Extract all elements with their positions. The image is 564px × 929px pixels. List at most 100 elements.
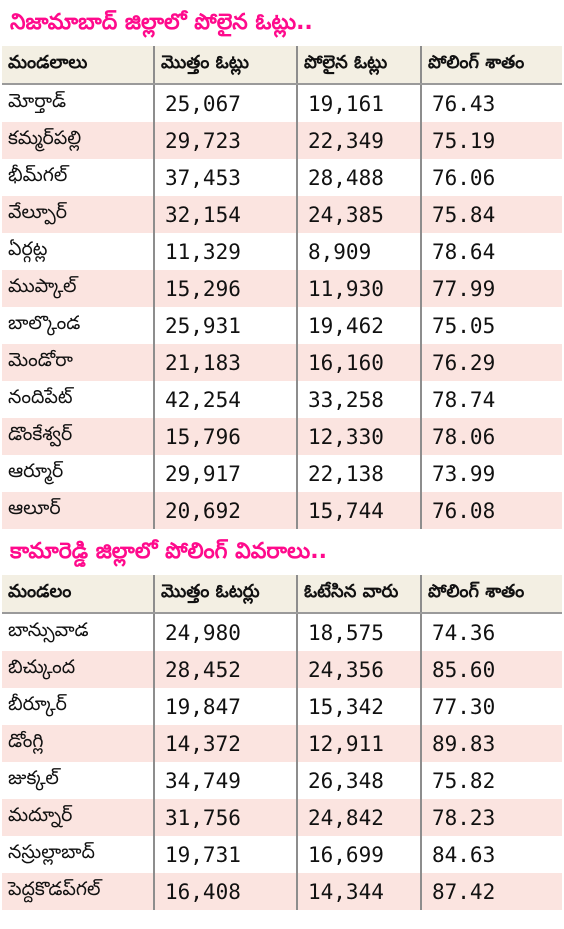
- polling-percent-cell: 76.29: [420, 344, 562, 381]
- total-votes-cell: 34,749: [153, 762, 297, 799]
- total-votes-cell: 19,847: [153, 688, 297, 725]
- table-row: నందిపేట్ 42,254 33,258 78.74: [2, 381, 562, 418]
- column-header-polling-percent: పోలింగ్ శాతం: [420, 575, 562, 614]
- column-header-mandal: మండలాలు: [2, 46, 154, 85]
- kamareddy-table: మండలం మొత్తం ఓటర్లు ఓటేసిన వారు పోలింగ్ …: [2, 575, 562, 910]
- polled-votes-cell: 19,161: [296, 84, 421, 122]
- kamareddy-section: కామారెడ్డి జిల్లాలో పోలింగ్ వివరాలు.. మం…: [2, 529, 562, 910]
- column-header-total-voters: మొత్తం ఓటర్లు: [153, 575, 297, 614]
- column-header-polling-percent: పోలింగ్ శాతం: [420, 46, 562, 85]
- polled-votes-cell: 26,348: [296, 762, 421, 799]
- polling-percent-cell: 76.08: [420, 492, 562, 529]
- table-row: నస్రుల్లాబాద్ 19,731 16,699 84.63: [2, 836, 562, 873]
- polling-percent-cell: 76.06: [420, 159, 562, 196]
- total-votes-cell: 29,917: [153, 455, 297, 492]
- total-votes-cell: 11,329: [153, 233, 297, 270]
- mandal-name-cell: డోంగ్లి: [2, 725, 154, 762]
- polled-votes-cell: 24,356: [296, 651, 421, 688]
- polling-percent-cell: 78.74: [420, 381, 562, 418]
- total-votes-cell: 37,453: [153, 159, 297, 196]
- column-header-mandal: మండలం: [2, 575, 154, 614]
- polling-percent-cell: 74.36: [420, 613, 562, 651]
- polling-percent-cell: 77.99: [420, 270, 562, 307]
- total-votes-cell: 20,692: [153, 492, 297, 529]
- table-header-row: మండలాలు మొత్తం ఓట్లు పోలైన ఓట్లు పోలింగ్…: [2, 46, 562, 85]
- polling-percent-cell: 84.63: [420, 836, 562, 873]
- mandal-name-cell: బాల్కొండ: [2, 307, 154, 344]
- table-row: ముప్కాల్ 15,296 11,930 77.99: [2, 270, 562, 307]
- mandal-name-cell: ఆలూర్: [2, 492, 154, 529]
- table-row: జుక్కల్ 34,749 26,348 75.82: [2, 762, 562, 799]
- table-row: బాల్కొండ 25,931 19,462 75.05: [2, 307, 562, 344]
- mandal-name-cell: జుక్కల్: [2, 762, 154, 799]
- total-votes-cell: 32,154: [153, 196, 297, 233]
- table-row: ఆర్మూర్ 29,917 22,138 73.99: [2, 455, 562, 492]
- polling-percent-cell: 77.30: [420, 688, 562, 725]
- mandal-name-cell: మద్నూర్: [2, 799, 154, 836]
- mandal-name-cell: ఆర్మూర్: [2, 455, 154, 492]
- mandal-name-cell: బాన్సువాడ: [2, 613, 154, 651]
- polling-percent-cell: 75.05: [420, 307, 562, 344]
- total-votes-cell: 15,296: [153, 270, 297, 307]
- column-header-total-votes: మొత్తం ఓట్లు: [153, 46, 297, 85]
- polled-votes-cell: 33,258: [296, 381, 421, 418]
- table-row: కమ్మర్‌పల్లి 29,723 22,349 75.19: [2, 122, 562, 159]
- polling-percent-cell: 78.06: [420, 418, 562, 455]
- nizamabad-title: నిజామాబాద్ జిల్లాలో పోలైన ఓట్లు..: [10, 10, 313, 35]
- column-header-polled-votes: పోలైన ఓట్లు: [296, 46, 421, 85]
- table-row: బీర్కూర్ 19,847 15,342 77.30: [2, 688, 562, 725]
- polled-votes-cell: 24,842: [296, 799, 421, 836]
- total-votes-cell: 15,796: [153, 418, 297, 455]
- mandal-name-cell: బీర్కూర్: [2, 688, 154, 725]
- table-row: మెండోరా 21,183 16,160 76.29: [2, 344, 562, 381]
- table-row: భీమ్‌గల్ 37,453 28,488 76.06: [2, 159, 562, 196]
- mandal-name-cell: మెండోరా: [2, 344, 154, 381]
- table-row: మోర్తాడ్ 25,067 19,161 76.43: [2, 84, 562, 122]
- polled-votes-cell: 11,930: [296, 270, 421, 307]
- column-header-voted: ఓటేసిన వారు: [296, 575, 421, 614]
- total-votes-cell: 29,723: [153, 122, 297, 159]
- polled-votes-cell: 14,344: [296, 873, 421, 910]
- table-row: బిచ్కుంద 28,452 24,356 85.60: [2, 651, 562, 688]
- mandal-name-cell: డొంకేశ్వర్: [2, 418, 154, 455]
- table-row: బాన్సువాడ 24,980 18,575 74.36: [2, 613, 562, 651]
- polling-percent-cell: 87.42: [420, 873, 562, 910]
- total-votes-cell: 19,731: [153, 836, 297, 873]
- mandal-name-cell: మోర్తాడ్: [2, 84, 154, 122]
- table-row: మద్నూర్ 31,756 24,842 78.23: [2, 799, 562, 836]
- total-votes-cell: 31,756: [153, 799, 297, 836]
- total-votes-cell: 25,931: [153, 307, 297, 344]
- polling-percent-cell: 78.23: [420, 799, 562, 836]
- table-header-row: మండలం మొత్తం ఓటర్లు ఓటేసిన వారు పోలింగ్ …: [2, 575, 562, 614]
- kamareddy-title: కామారెడ్డి జిల్లాలో పోలింగ్ వివరాలు..: [10, 539, 327, 564]
- mandal-name-cell: ఏర్గట్ల: [2, 233, 154, 270]
- mandal-name-cell: నస్రుల్లాబాద్: [2, 836, 154, 873]
- total-votes-cell: 24,980: [153, 613, 297, 651]
- total-votes-cell: 21,183: [153, 344, 297, 381]
- polling-percent-cell: 75.84: [420, 196, 562, 233]
- polled-votes-cell: 22,349: [296, 122, 421, 159]
- table-row: ఆలూర్ 20,692 15,744 76.08: [2, 492, 562, 529]
- nizamabad-table: మండలాలు మొత్తం ఓట్లు పోలైన ఓట్లు పోలింగ్…: [2, 46, 562, 529]
- mandal-name-cell: నందిపేట్: [2, 381, 154, 418]
- polled-votes-cell: 8,909: [296, 233, 421, 270]
- polled-votes-cell: 16,699: [296, 836, 421, 873]
- polling-percent-cell: 85.60: [420, 651, 562, 688]
- polled-votes-cell: 18,575: [296, 613, 421, 651]
- total-votes-cell: 16,408: [153, 873, 297, 910]
- polled-votes-cell: 12,911: [296, 725, 421, 762]
- total-votes-cell: 42,254: [153, 381, 297, 418]
- polled-votes-cell: 19,462: [296, 307, 421, 344]
- mandal-name-cell: పెద్దకొడప్‌గల్: [2, 873, 154, 910]
- polled-votes-cell: 15,342: [296, 688, 421, 725]
- polled-votes-cell: 12,330: [296, 418, 421, 455]
- polled-votes-cell: 28,488: [296, 159, 421, 196]
- polled-votes-cell: 24,385: [296, 196, 421, 233]
- mandal-name-cell: భీమ్‌గల్: [2, 159, 154, 196]
- table-row: డొంకేశ్వర్ 15,796 12,330 78.06: [2, 418, 562, 455]
- table-row: డోంగ్లి 14,372 12,911 89.83: [2, 725, 562, 762]
- mandal-name-cell: ముప్కాల్: [2, 270, 154, 307]
- mandal-name-cell: బిచ్కుంద: [2, 651, 154, 688]
- table-row: వేల్పూర్ 32,154 24,385 75.84: [2, 196, 562, 233]
